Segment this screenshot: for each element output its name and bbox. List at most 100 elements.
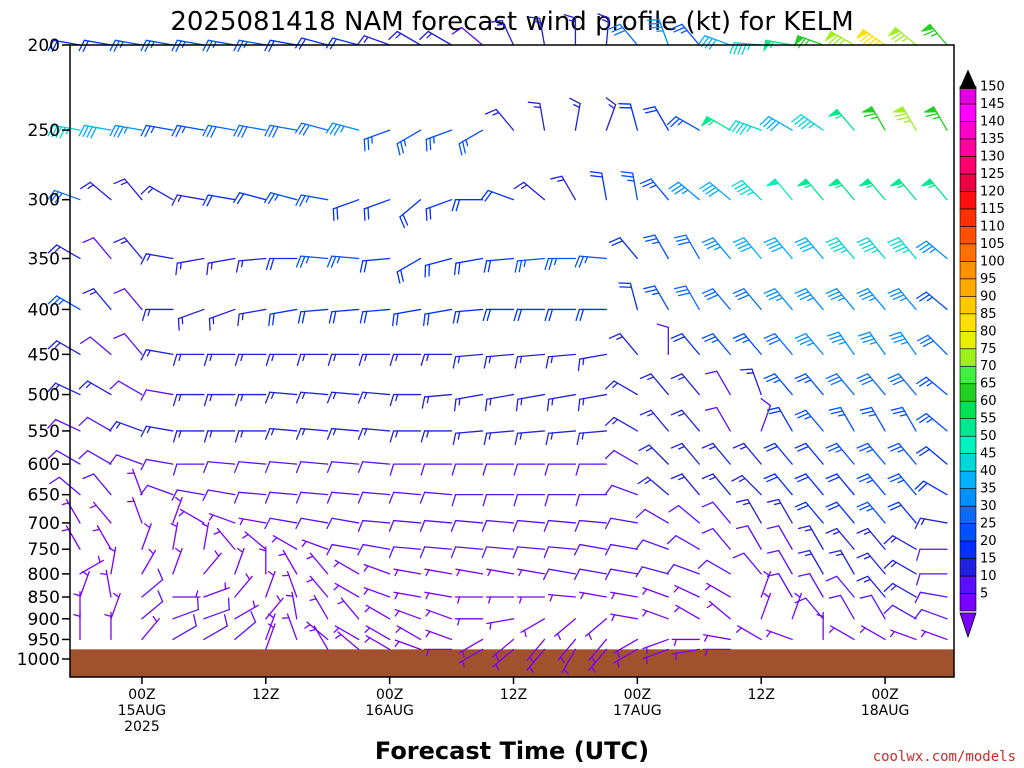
barb-full bbox=[642, 285, 656, 290]
colorbar-swatch bbox=[959, 191, 977, 210]
barb-half bbox=[835, 184, 843, 189]
wind-barb bbox=[104, 611, 112, 641]
barb-flag bbox=[797, 178, 811, 187]
barb-half bbox=[97, 555, 101, 564]
barb-full bbox=[642, 234, 656, 239]
barb-full bbox=[144, 125, 151, 138]
wind-barb bbox=[451, 494, 484, 507]
wind-barb bbox=[514, 353, 546, 369]
barb-half bbox=[559, 656, 565, 663]
wind-barb bbox=[550, 175, 577, 201]
barb-half bbox=[461, 660, 465, 668]
wind-barb bbox=[424, 568, 453, 577]
barb-full bbox=[140, 124, 147, 137]
barb-full bbox=[860, 334, 873, 340]
wind-barb bbox=[642, 648, 669, 665]
barb-full bbox=[635, 539, 644, 550]
barb-full bbox=[828, 406, 842, 411]
wind-barb bbox=[297, 308, 329, 324]
wind-barb bbox=[490, 19, 515, 46]
wind-barb bbox=[861, 106, 886, 131]
barb-half bbox=[306, 555, 314, 560]
barb-full bbox=[896, 116, 910, 121]
barb-staff bbox=[393, 519, 422, 524]
wind-barb bbox=[642, 285, 669, 311]
barb-staff bbox=[454, 519, 484, 524]
wind-barb bbox=[642, 587, 669, 598]
wind-barb bbox=[635, 508, 669, 524]
barb-full bbox=[452, 311, 457, 324]
barb-flag bbox=[701, 116, 713, 127]
barb-full bbox=[620, 171, 634, 174]
wind-barb bbox=[674, 604, 700, 620]
barb-half bbox=[873, 40, 880, 46]
barb-half bbox=[335, 633, 342, 639]
wind-barb bbox=[268, 308, 298, 327]
y-tick-label: 850 bbox=[28, 588, 60, 608]
colorbar-swatch bbox=[959, 313, 977, 332]
wind-barb bbox=[47, 449, 81, 465]
barb-half bbox=[178, 393, 182, 402]
wind-barb bbox=[731, 179, 762, 201]
barb-staff bbox=[300, 491, 329, 496]
colorbar-label: 120 bbox=[980, 184, 1005, 199]
wind-barb bbox=[763, 473, 793, 496]
wind-barb bbox=[389, 393, 422, 407]
barb-half bbox=[804, 528, 813, 532]
barb-staff bbox=[579, 568, 608, 575]
wind-barb bbox=[646, 18, 669, 46]
wind-barb bbox=[208, 513, 236, 524]
barb-full bbox=[671, 184, 683, 192]
barb-full bbox=[237, 313, 240, 327]
barb-full bbox=[797, 37, 806, 49]
wind-barb bbox=[264, 391, 298, 404]
barb-full bbox=[859, 33, 871, 42]
barb-half bbox=[601, 19, 610, 23]
plot-frame bbox=[69, 44, 955, 678]
barb-full bbox=[268, 313, 271, 327]
barb-full bbox=[797, 525, 811, 530]
barb-full bbox=[453, 398, 457, 412]
wind-barb bbox=[285, 591, 298, 620]
wind-barb bbox=[732, 333, 762, 356]
wind-barb bbox=[699, 181, 731, 201]
barb-full bbox=[856, 501, 869, 508]
barb-full bbox=[295, 461, 302, 474]
wind-barb bbox=[483, 430, 515, 446]
wind-barb bbox=[172, 597, 199, 620]
wind-barb bbox=[515, 393, 546, 412]
barb-full bbox=[735, 291, 748, 298]
barb-half bbox=[706, 603, 714, 609]
barb-full bbox=[482, 463, 488, 476]
barb-staff bbox=[610, 543, 639, 550]
barb-full bbox=[794, 373, 807, 380]
barb-half bbox=[177, 195, 182, 202]
wind-barb bbox=[589, 171, 608, 201]
wind-barb bbox=[666, 563, 700, 575]
wind-barb bbox=[739, 368, 762, 396]
barb-full bbox=[140, 185, 151, 195]
wind-barb bbox=[333, 625, 360, 641]
y-tick-label: 450 bbox=[28, 345, 60, 365]
wind-barb bbox=[326, 427, 360, 440]
barb-full bbox=[451, 26, 463, 35]
barb-half bbox=[763, 592, 770, 598]
barb-full bbox=[545, 432, 550, 446]
barb-half bbox=[333, 561, 340, 568]
wind-barb bbox=[141, 615, 160, 641]
wind-barb bbox=[61, 525, 81, 550]
wind-barb bbox=[420, 430, 453, 443]
barb-half bbox=[333, 353, 337, 362]
wind-barb bbox=[543, 546, 577, 559]
wind-barb bbox=[389, 353, 422, 367]
wind-barb bbox=[237, 308, 267, 327]
wind-barb bbox=[357, 519, 391, 532]
wind-barb bbox=[916, 412, 948, 432]
barb-full bbox=[210, 126, 217, 138]
wind-barb bbox=[281, 613, 298, 641]
barb-full bbox=[701, 501, 714, 508]
y-tick-label: 650 bbox=[28, 486, 60, 506]
barb-flag bbox=[920, 178, 935, 187]
barb-flag bbox=[766, 178, 780, 187]
barb-half bbox=[529, 656, 534, 663]
